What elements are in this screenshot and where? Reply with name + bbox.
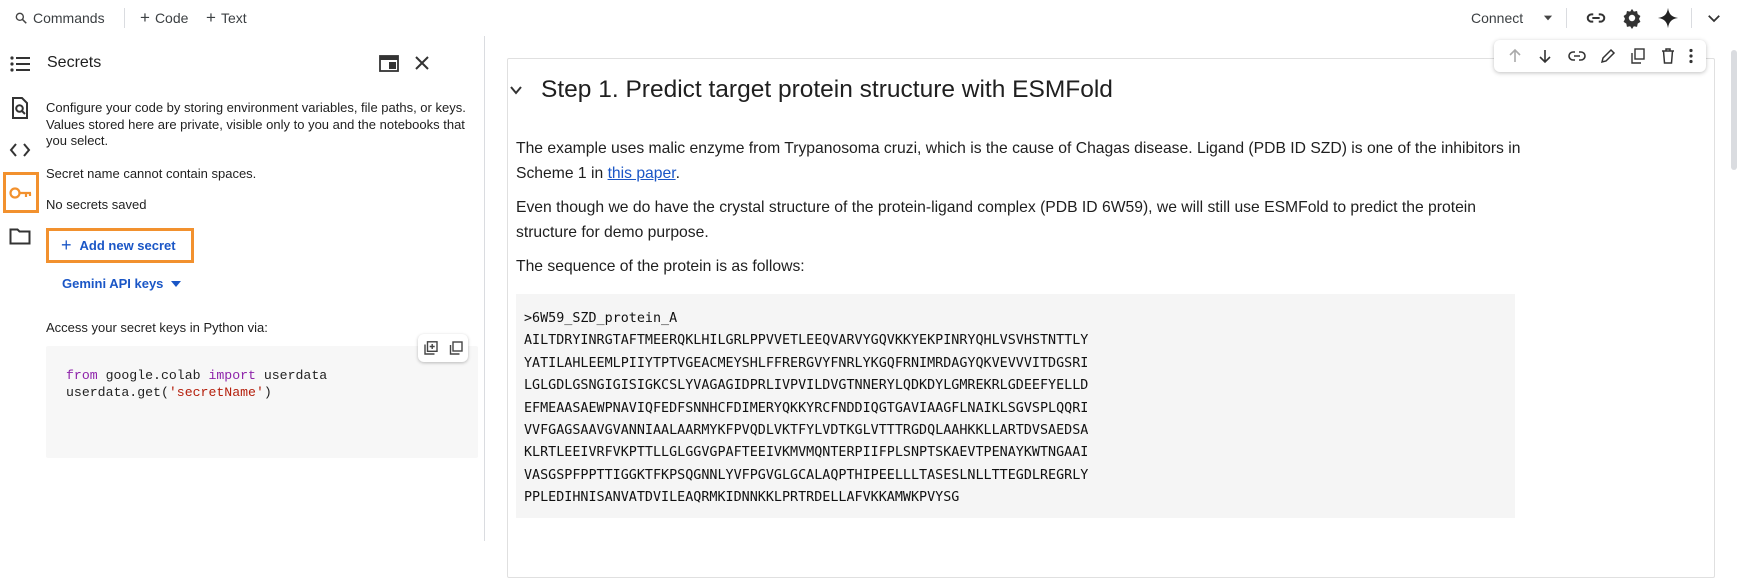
- panel-title: Secrets: [47, 54, 102, 71]
- sequence-block: >6W59_SZD_protein_A AILTDRYINRGTAFTMEERQ…: [516, 294, 1515, 518]
- code-snippet-toolbar: [418, 334, 468, 362]
- connect-dropdown-icon[interactable]: [1536, 6, 1560, 30]
- gemini-label: Gemini API keys: [62, 276, 164, 291]
- link-icon[interactable]: [1567, 50, 1586, 62]
- code-label: Code: [154, 10, 189, 26]
- sequence-header: >6W59_SZD_protein_A: [524, 311, 678, 326]
- copy-icon[interactable]: [449, 341, 463, 355]
- edit-icon[interactable]: [1600, 48, 1616, 64]
- folder-icon: [9, 227, 31, 245]
- code-token: ): [263, 385, 272, 400]
- link-icon[interactable]: [1584, 6, 1608, 30]
- code-token: import: [208, 368, 256, 383]
- table-of-contents-button[interactable]: [0, 44, 40, 84]
- move-up-icon[interactable]: [1507, 48, 1523, 64]
- files-button[interactable]: [0, 216, 40, 256]
- sequence-line: PPLEDIHNISANVATDVILEAQRMKIDNNKKLPRTRDELL…: [524, 490, 960, 506]
- gear-icon[interactable]: [1620, 6, 1644, 30]
- sequence-text: >6W59_SZD_protein_A AILTDRYINRGTAFTMEERQ…: [524, 308, 1088, 510]
- code-token: userdata: [255, 368, 328, 383]
- text-label: Text: [220, 10, 247, 26]
- paragraph-text: The example uses malic enzyme from Trypa…: [516, 140, 1521, 182]
- add-secret-label: Add new secret: [79, 238, 176, 253]
- side-rail: [0, 44, 40, 541]
- list-icon: [9, 54, 31, 74]
- gemini-sparkle-icon[interactable]: [1656, 6, 1680, 30]
- code-brackets-icon: [9, 142, 31, 158]
- toolbar-divider: [1691, 8, 1692, 28]
- more-vert-icon[interactable]: [1689, 48, 1693, 64]
- code-token: from: [66, 368, 98, 383]
- sequence-line: EFMEAASAEWPNAVIQFEDFSNNHCFDIMERYQKKYRCFN…: [524, 400, 1089, 416]
- vertical-scrollbar[interactable]: [1731, 50, 1737, 170]
- paragraph-intro: The example uses malic enzyme from Trypa…: [516, 136, 1521, 186]
- caret-down-icon: [171, 280, 182, 287]
- code-token: google.colab: [97, 368, 209, 383]
- sequence-line: VVFGAGSAAVGVANNIAALAARMYKFPVQDLVKTFYLVDT…: [524, 423, 1089, 439]
- toolbar-divider: [1566, 8, 1567, 28]
- code-snippets-button[interactable]: [0, 130, 40, 170]
- gemini-api-keys-dropdown[interactable]: Gemini API keys: [62, 276, 182, 291]
- mirror-cell-icon[interactable]: [1630, 48, 1646, 64]
- cell-toolbar: [1494, 40, 1706, 72]
- connect-label: Connect: [1471, 10, 1524, 26]
- toolbar-divider: [124, 8, 125, 28]
- chevron-down-icon[interactable]: [1702, 6, 1726, 30]
- section-heading-row: Step 1. Predict target protein structure…: [509, 76, 1113, 104]
- delete-icon[interactable]: [1661, 48, 1675, 64]
- connect-button[interactable]: Connect: [1471, 6, 1523, 30]
- collapse-chevron-icon[interactable]: [509, 85, 523, 95]
- paper-link[interactable]: this paper: [607, 165, 676, 182]
- plus-icon: +: [206, 8, 216, 27]
- section-heading: Step 1. Predict target protein structure…: [541, 76, 1113, 103]
- move-down-icon[interactable]: [1537, 48, 1553, 64]
- commands-label: Commands: [33, 10, 105, 26]
- key-icon: [9, 186, 33, 200]
- search-icon: [14, 11, 28, 25]
- find-replace-button[interactable]: [0, 88, 40, 128]
- sequence-line: KLRTLEEIVRFVKPTTLLGLGGVGPAFTEEIVKMVMQNTE…: [524, 445, 1089, 461]
- paragraph-text: .: [675, 165, 680, 182]
- close-icon[interactable]: [409, 50, 435, 76]
- open-in-tab-icon[interactable]: [376, 50, 402, 76]
- plus-icon: +: [140, 8, 150, 27]
- add-new-secret-button[interactable]: + Add new secret: [46, 228, 194, 263]
- sequence-line: VASGSPFPPTTIGGKTFKPSQGNNLYVFPGVGLGCALAQP…: [524, 467, 1089, 483]
- paragraph-sequence-intro: The sequence of the protein is as follow…: [516, 258, 805, 275]
- sequence-line: LGLGDLGSNGIGISIGKCSLYVAGAGIDPRLIVPVILDVG…: [524, 378, 1089, 394]
- empty-state-text: No secrets saved: [46, 197, 147, 212]
- panel-description: Configure your code by storing environme…: [46, 100, 466, 148]
- add-code-button[interactable]: + Code: [140, 6, 188, 30]
- code-snippet: from google.colab import userdata userda…: [46, 346, 478, 458]
- code-token: 'secretName': [168, 385, 264, 400]
- access-instructions: Access your secret keys in Python via:: [46, 320, 268, 335]
- secrets-button[interactable]: [3, 172, 39, 213]
- plus-icon: +: [61, 235, 72, 255]
- sequence-line: AILTDRYINRGTAFTMEERQKLHILGRLPPVVETLEEQVA…: [524, 333, 1089, 349]
- secret-name-rule: Secret name cannot contain spaces.: [46, 166, 257, 181]
- sequence-line: YATILAHLEEMLPIIYTPTVGEACMEYSHLFFRERGVYFN…: [524, 355, 1089, 371]
- document-search-icon: [10, 97, 30, 119]
- code-token: userdata.get(: [66, 385, 169, 400]
- insert-code-icon[interactable]: [423, 341, 438, 355]
- secrets-panel: Secrets Configure your code by storing e…: [40, 36, 485, 541]
- top-toolbar: Commands + Code + Text Connect: [0, 0, 1739, 36]
- paragraph-esmfold: Even though we do have the crystal struc…: [516, 199, 1477, 241]
- commands-button[interactable]: Commands: [14, 6, 105, 30]
- add-text-button[interactable]: + Text: [206, 6, 247, 30]
